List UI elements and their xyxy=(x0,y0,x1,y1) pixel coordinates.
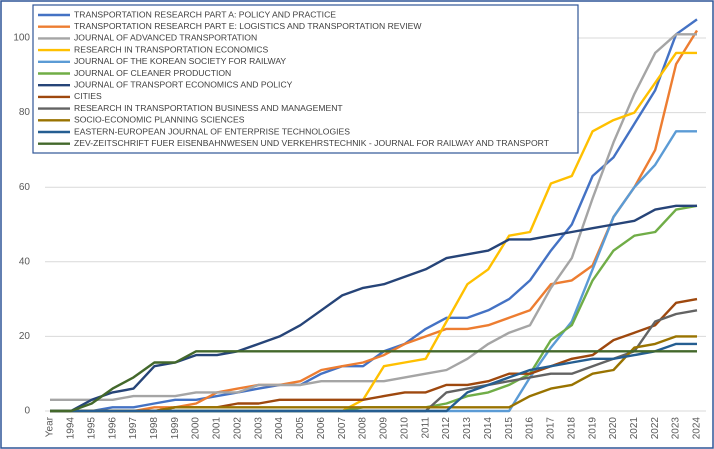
y-tick-label: 20 xyxy=(19,331,31,342)
x-tick-label: Year xyxy=(45,416,56,437)
x-tick-label: 1994 xyxy=(66,417,77,440)
legend-label: RESEARCH IN TRANSPORTATION BUSINESS AND … xyxy=(74,103,343,113)
legend-label: JOURNAL OF ADVANCED TRANSPORTATION xyxy=(74,33,257,43)
x-tick-label: 2022 xyxy=(650,417,661,440)
series-line xyxy=(50,350,697,413)
x-tick-label: 1996 xyxy=(107,417,118,440)
x-tick-label: 2020 xyxy=(608,417,619,440)
x-tick-label: 1997 xyxy=(128,417,139,440)
x-tick-label: 2009 xyxy=(379,417,390,440)
x-tick-label: 2001 xyxy=(212,417,223,440)
x-tick-label: 2002 xyxy=(232,417,243,440)
x-tick-label: 2010 xyxy=(399,417,410,440)
x-tick-label: 2011 xyxy=(420,417,431,439)
legend-label: RESEARCH IN TRANSPORTATION ECONOMICS xyxy=(74,44,268,54)
x-tick-label: 2003 xyxy=(253,417,264,440)
x-tick-label: 2005 xyxy=(295,417,306,440)
legend-label: CITIES xyxy=(74,91,102,101)
x-tick-label: 2014 xyxy=(483,417,494,440)
x-tick-label: 2021 xyxy=(629,417,640,440)
x-tick-label: 2012 xyxy=(441,417,452,440)
series-line xyxy=(50,29,699,413)
y-tick-label: 60 xyxy=(19,182,31,193)
x-tick-label: 1999 xyxy=(170,417,181,440)
y-tick-label: 40 xyxy=(19,256,31,267)
legend-label: JOURNAL OF CLEANER PRODUCTION xyxy=(74,68,231,78)
legend-label: SOCIO-ECONOMIC PLANNING SCIENCES xyxy=(74,115,245,125)
legend-label: EASTERN-EUROPEAN JOURNAL OF ENTERPRISE T… xyxy=(74,126,350,136)
legend-label: TRANSPORTATION RESEARCH PART E: LOGISTIC… xyxy=(74,21,422,31)
x-tick-label: 2019 xyxy=(587,417,598,440)
y-tick-label: 100 xyxy=(13,33,30,44)
legend-label: JOURNAL OF TRANSPORT ECONOMICS AND POLIC… xyxy=(74,79,293,89)
x-tick-label: 2023 xyxy=(671,417,682,440)
series-line xyxy=(50,342,697,413)
x-tick-label: 2015 xyxy=(504,417,515,440)
x-tick-label: 1995 xyxy=(86,417,97,440)
x-tick-label: 2007 xyxy=(337,417,348,440)
legend: TRANSPORTATION RESEARCH PART A: POLICY A… xyxy=(32,4,579,154)
legend-label: ZEV-ZEITSCHRIFT FUER EISENBAHNWESEN UND … xyxy=(74,138,550,148)
x-tick-label: 2024 xyxy=(692,417,703,440)
x-tick-label: 1998 xyxy=(149,417,160,440)
x-tick-label: 2018 xyxy=(566,417,577,440)
legend-box xyxy=(32,4,579,154)
x-tick-label: 2006 xyxy=(316,417,327,440)
y-tick-label: 80 xyxy=(19,107,31,118)
x-tick-label: 2016 xyxy=(525,417,536,440)
series-line xyxy=(50,204,697,413)
x-tick-label: 2013 xyxy=(462,417,473,440)
x-tick-label: 2008 xyxy=(358,417,369,440)
y-tick-label: 0 xyxy=(24,406,30,417)
legend-label: JOURNAL OF THE KOREAN SOCIETY FOR RAILWA… xyxy=(74,56,286,66)
x-tick-label: 2004 xyxy=(274,417,285,440)
x-tick-label: 2000 xyxy=(191,417,202,440)
legend-label: TRANSPORTATION RESEARCH PART A: POLICY A… xyxy=(74,9,336,19)
x-tick-label: 2017 xyxy=(546,417,557,440)
